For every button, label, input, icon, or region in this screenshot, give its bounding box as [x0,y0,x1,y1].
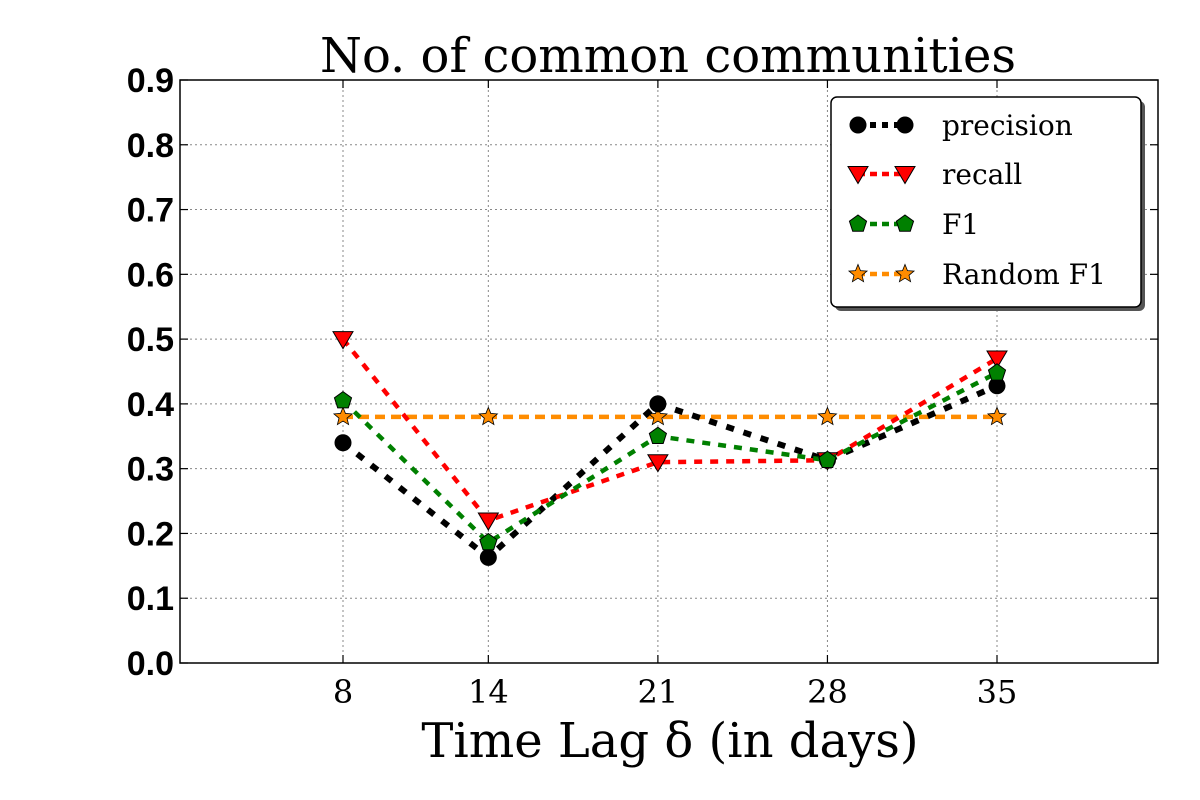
data-point [987,363,1007,381]
data-point [332,331,354,350]
plot-frame [179,79,1159,664]
x-tick-label: 28 [807,673,848,711]
legend-marker [849,116,867,134]
y-tick-label: 0.4 [127,386,174,424]
series-line [341,383,999,562]
y-tick-label: 0.1 [127,580,174,618]
data-point [648,426,668,445]
y-tick-labels: 0.0 0.1 0.2 0.3 0.4 0.5 0.6 0.7 0.8 0.9 [127,62,1158,683]
data-point [478,406,499,426]
series-precision [334,377,1006,566]
legend-label: recall [942,158,1022,191]
legend-marker [894,263,916,283]
y-tick-label: 0.2 [127,515,174,553]
x-tick-label: 35 [977,673,1018,711]
data-point [332,406,354,426]
y-tick-label: 0.8 [127,127,174,165]
y-tick-label: 0.7 [127,192,174,230]
data-point [986,350,1008,370]
y-tick-label: 0.9 [127,62,174,100]
legend-marker [896,116,914,134]
legend-label: Random F1 [942,258,1106,291]
data-point [986,406,1008,426]
y-tick-label: 0.0 [127,645,174,683]
legend-marker [848,214,868,232]
legend-label: F1 [942,208,979,241]
legend-box [830,96,1142,308]
data-point [649,395,667,413]
data-point [333,391,353,409]
data-point [647,454,669,473]
chart-title: No. of common communities [320,28,1016,84]
legend: precision recall F1 Random F1 [830,96,1145,311]
data-point [479,548,497,566]
series-line [341,337,999,524]
series-recall [332,331,1008,531]
data-point [334,434,352,452]
y-tick-label: 0.3 [127,451,174,489]
series-layer [332,331,1008,566]
data-point [477,512,500,531]
legend-marker [895,214,915,232]
x-tick-label: 14 [468,673,509,711]
y-tick-label: 0.5 [127,321,174,359]
legend-label: precision [942,109,1073,142]
legend-marker [847,166,869,185]
series-line [341,370,999,546]
series-random-f1 [332,406,1008,426]
y-tick-label: 0.6 [127,256,174,294]
x-axis-label: Time Lag δ (in days) [421,713,918,769]
series-f1 [333,363,1007,551]
legend-marker [847,263,869,283]
data-point [817,406,838,426]
x-tick-labels: 8 14 21 28 35 [333,80,1018,711]
data-point [818,450,837,469]
x-tick-label: 21 [638,673,679,711]
legend-marker [894,166,916,185]
data-point [479,532,498,551]
x-tick-label: 8 [333,673,353,711]
